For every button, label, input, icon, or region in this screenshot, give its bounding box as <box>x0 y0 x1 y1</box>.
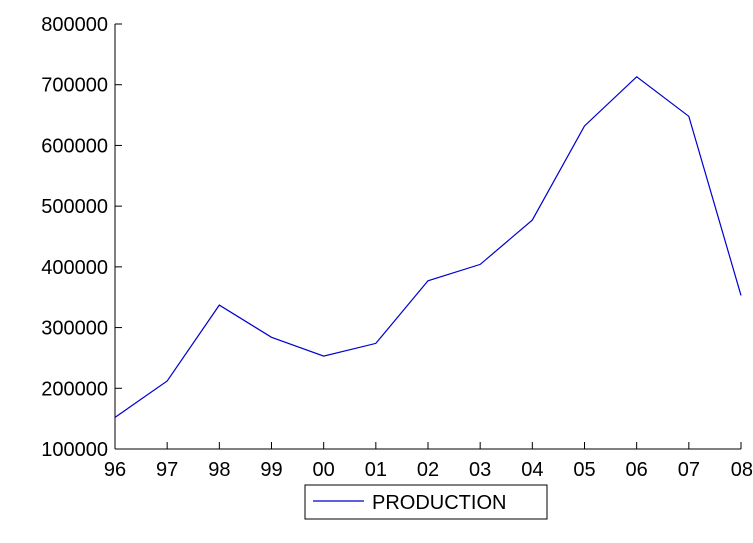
x-tick-label: 00 <box>313 459 335 481</box>
legend: PRODUCTION <box>304 484 548 520</box>
x-tick-label: 05 <box>573 459 595 481</box>
x-tick-label: 02 <box>417 459 439 481</box>
y-tick-label: 700000 <box>41 75 108 97</box>
x-tick-label: 01 <box>365 459 387 481</box>
x-tick-label: 96 <box>104 459 126 481</box>
x-tick-label: 99 <box>260 459 282 481</box>
x-tick-label: 03 <box>469 459 491 481</box>
y-tick-label: 200000 <box>41 378 108 400</box>
series-group <box>114 76 742 418</box>
y-tick-label: 800000 <box>41 14 108 36</box>
x-tick-label: 98 <box>208 459 230 481</box>
x-tick-label: 97 <box>156 459 178 481</box>
y-tick-label: 600000 <box>41 135 108 157</box>
legend-box <box>304 484 548 520</box>
y-tick-label: 100000 <box>41 439 108 461</box>
y-tick-label: 400000 <box>41 257 108 279</box>
y-tick-label: 300000 <box>41 318 108 340</box>
y-tick-label: 500000 <box>41 196 108 218</box>
series-line-production <box>114 76 742 418</box>
x-tick-label: 04 <box>521 459 543 481</box>
x-tick-label: 07 <box>678 459 700 481</box>
legend-label-production: PRODUCTION <box>372 492 506 514</box>
x-tick-label: 06 <box>626 459 648 481</box>
y-tick-group: 100000 200000 300000 400000 500000 600000 7000… <box>41 14 122 461</box>
x-tick-group: 96 97 98 99 00 01 02 03 04 05 06 07 08 <box>104 442 753 481</box>
x-tick-label: 08 <box>731 459 753 481</box>
